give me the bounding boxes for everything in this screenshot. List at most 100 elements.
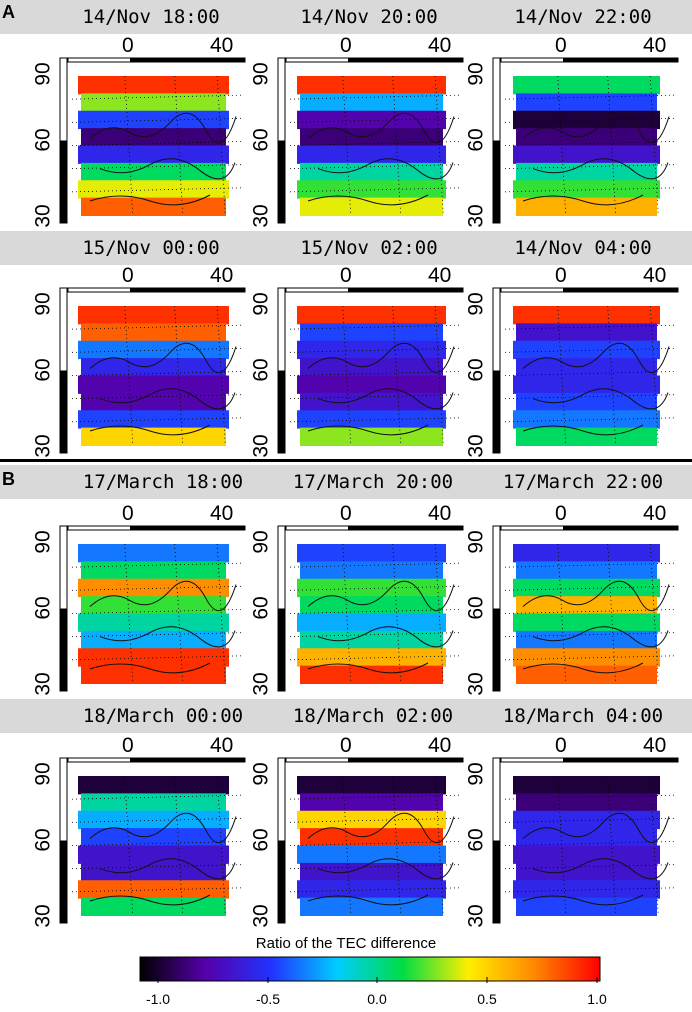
- lon-tick-label: 0: [122, 502, 134, 525]
- heat-band: [78, 578, 229, 598]
- heat-band: [78, 880, 229, 899]
- graticule-line: [174, 775, 184, 916]
- heat-band: [516, 93, 657, 112]
- graticule-line: [504, 585, 675, 591]
- coastline: [307, 342, 455, 436]
- lon-tick-label: 40: [643, 34, 667, 57]
- coastline: [522, 112, 670, 206]
- graticule-line: [289, 187, 460, 193]
- heat-band: [78, 306, 229, 325]
- lon-axis-bar: [563, 526, 678, 530]
- heat-band: [516, 897, 657, 916]
- heat-band: [297, 810, 446, 830]
- lat-axis-bar: [278, 608, 285, 691]
- map-canvas: [277, 57, 464, 224]
- heat-band: [78, 845, 229, 864]
- lon-tick-label: 40: [210, 502, 234, 525]
- heat-band: [300, 596, 443, 615]
- heat-band: [513, 375, 660, 394]
- lon-tick-label: 40: [210, 734, 234, 757]
- lat-tick-label: 60: [464, 596, 488, 620]
- lat-axis-bar: [493, 140, 500, 223]
- heat-band: [297, 578, 446, 598]
- heat-band: [81, 561, 226, 580]
- graticule-line: [71, 347, 242, 353]
- lat-tick-label: 30: [249, 904, 273, 928]
- heat-band: [516, 128, 657, 147]
- heat-band: [78, 375, 229, 394]
- heat-band: [81, 323, 226, 342]
- graticule-line: [504, 817, 675, 823]
- graticule-line: [174, 75, 184, 216]
- heat-band: [81, 358, 226, 377]
- graticule-line: [216, 305, 226, 446]
- graticule-line: [289, 394, 460, 400]
- graticule-line: [504, 164, 675, 170]
- graticule-line: [71, 117, 242, 123]
- heat-band: [516, 630, 657, 650]
- graticule-line: [71, 794, 242, 800]
- graticule-line: [71, 187, 242, 193]
- graticule-line: [607, 305, 617, 446]
- map-panel: 0 40 90 60 30: [32, 34, 246, 228]
- lat-tick-label: 60: [31, 596, 55, 620]
- heat-band: [297, 340, 446, 360]
- heat-band: [78, 613, 229, 632]
- heat-band: [300, 358, 443, 377]
- graticule-line: [289, 562, 460, 568]
- heat-band: [516, 596, 657, 615]
- graticule-line: [71, 324, 242, 330]
- graticule-line: [289, 117, 460, 123]
- coastline: [89, 580, 237, 674]
- heat-band: [300, 862, 443, 882]
- lon-axis-bar: [348, 288, 463, 292]
- heat-band: [513, 76, 660, 95]
- lon-axis-bar: [563, 288, 678, 292]
- panel-title: 18/March 04:00: [502, 705, 664, 727]
- lon-tick-label: 0: [122, 264, 134, 287]
- heat-band: [516, 358, 657, 377]
- colorbar-tick-label: 1.0: [587, 991, 607, 1007]
- heat-band: [81, 392, 226, 412]
- heat-band: [300, 427, 443, 446]
- graticule-line: [434, 305, 444, 446]
- graticule-line: [504, 841, 675, 846]
- graticule-line: [289, 864, 460, 870]
- graticule-line: [504, 347, 675, 353]
- graticule-line: [504, 141, 675, 146]
- graticule-line: [649, 75, 659, 216]
- panel-title: 15/Nov 02:00: [300, 237, 438, 259]
- heat-band: [297, 880, 446, 899]
- panel-title: 14/Nov 20:00: [300, 6, 438, 28]
- graticule-line: [504, 864, 675, 870]
- lat-tick-label: 60: [464, 128, 488, 152]
- heat-band: [78, 410, 229, 429]
- graticule-line: [504, 117, 675, 123]
- lat-axis-bar: [60, 140, 67, 223]
- graticule-line: [649, 305, 659, 446]
- lat-tick-label: 30: [249, 204, 273, 228]
- graticule-line: [649, 775, 659, 916]
- heat-band: [297, 110, 446, 130]
- title-bar: [0, 465, 692, 499]
- lon-tick-label: 40: [428, 502, 452, 525]
- colorbar-tick-label: 0.0: [367, 991, 387, 1007]
- lon-axis-bar: [563, 58, 678, 62]
- lat-axis-bar: [278, 370, 285, 453]
- graticule-line: [174, 543, 184, 684]
- lat-tick-label: 30: [31, 904, 55, 928]
- graticule-line: [392, 543, 402, 684]
- graticule-line: [392, 75, 402, 216]
- graticule-line: [342, 305, 352, 446]
- graticule-line: [216, 775, 226, 916]
- map-panel: 0 40 90 60 30: [32, 502, 246, 696]
- graticule-line: [504, 324, 675, 330]
- heat-band: [513, 145, 660, 164]
- heat-band: [81, 665, 226, 684]
- heat-band: [300, 828, 443, 847]
- lat-axis-bar: [493, 608, 500, 691]
- lon-tick-label: 40: [210, 264, 234, 287]
- graticule-line: [434, 775, 444, 916]
- coastline: [522, 580, 670, 674]
- heat-band: [300, 162, 443, 182]
